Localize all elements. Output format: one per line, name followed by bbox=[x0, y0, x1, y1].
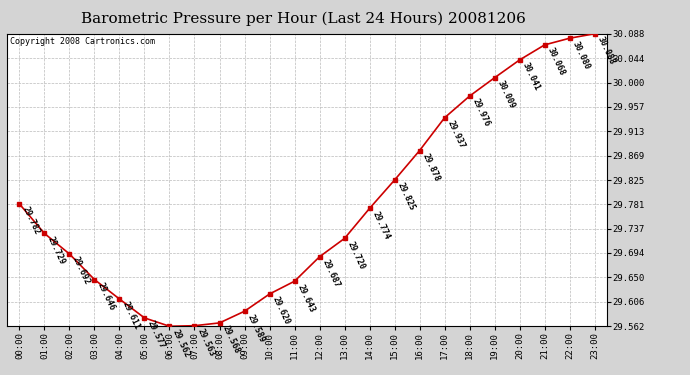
Text: 30.088: 30.088 bbox=[596, 35, 617, 66]
Text: 29.825: 29.825 bbox=[396, 182, 417, 212]
Text: 29.568: 29.568 bbox=[221, 324, 242, 355]
Text: 29.577: 29.577 bbox=[146, 319, 167, 350]
Text: 29.562: 29.562 bbox=[171, 328, 192, 358]
Text: 29.563: 29.563 bbox=[196, 327, 217, 358]
Text: 29.976: 29.976 bbox=[471, 98, 492, 128]
Text: 30.068: 30.068 bbox=[546, 46, 567, 77]
Text: 29.878: 29.878 bbox=[421, 152, 442, 183]
Text: 29.937: 29.937 bbox=[446, 119, 467, 150]
Text: 29.729: 29.729 bbox=[46, 235, 67, 266]
Text: Barometric Pressure per Hour (Last 24 Hours) 20081206: Barometric Pressure per Hour (Last 24 Ho… bbox=[81, 11, 526, 26]
Text: Copyright 2008 Cartronics.com: Copyright 2008 Cartronics.com bbox=[10, 37, 155, 46]
Text: 29.692: 29.692 bbox=[71, 255, 92, 286]
Text: 30.009: 30.009 bbox=[496, 79, 517, 110]
Text: 30.041: 30.041 bbox=[521, 61, 542, 92]
Text: 30.080: 30.080 bbox=[571, 40, 592, 70]
Text: 29.782: 29.782 bbox=[21, 205, 41, 236]
Text: 29.620: 29.620 bbox=[271, 296, 292, 326]
Text: 29.643: 29.643 bbox=[296, 283, 317, 314]
Text: 29.646: 29.646 bbox=[96, 281, 117, 312]
Text: 29.611: 29.611 bbox=[121, 300, 141, 332]
Text: 29.774: 29.774 bbox=[371, 210, 392, 241]
Text: 29.589: 29.589 bbox=[246, 313, 267, 344]
Text: 29.687: 29.687 bbox=[321, 258, 342, 289]
Text: 29.720: 29.720 bbox=[346, 240, 367, 271]
